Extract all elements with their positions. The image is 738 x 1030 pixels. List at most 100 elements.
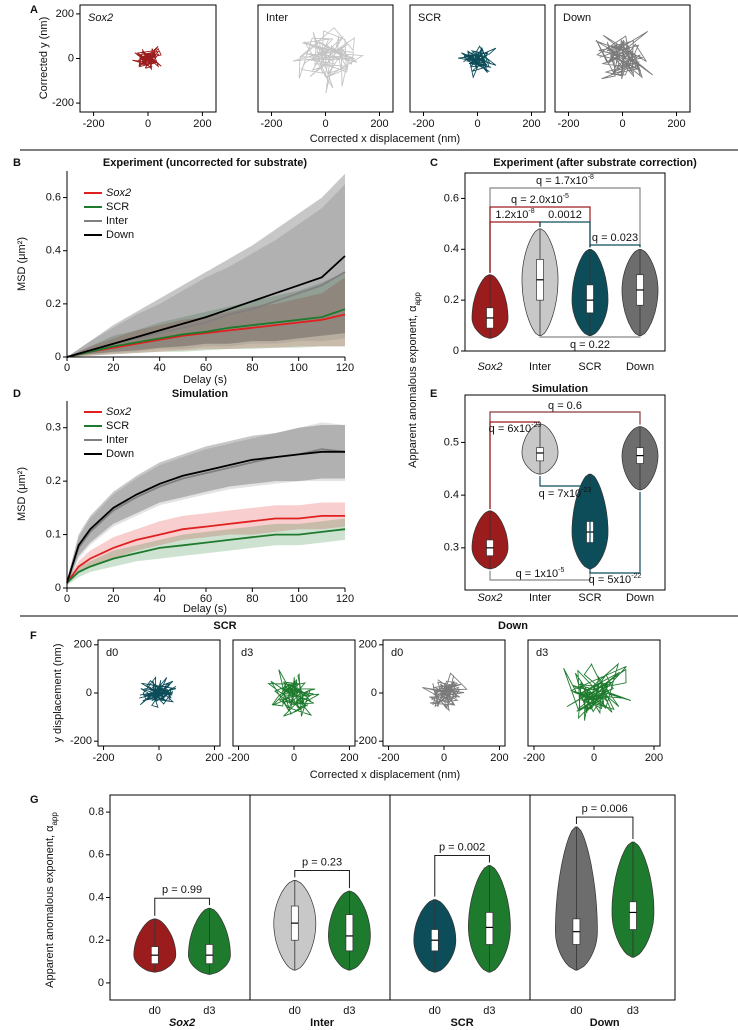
box (586, 284, 594, 314)
legend-label: SCR (106, 420, 129, 432)
chart-title: Simulation (172, 388, 229, 400)
panel-label: SCR (418, 12, 441, 24)
panel-letter: G (30, 794, 39, 806)
annotation: q = 7x10-23 (539, 487, 592, 500)
bracket (589, 244, 641, 248)
x-tick-label: 0 (64, 362, 70, 374)
x-tick-label: 0 (291, 752, 297, 764)
y-tick-label: 0.8 (89, 806, 104, 818)
series-line (66, 450, 345, 583)
x-tick-label: 0 (591, 752, 597, 764)
y-axis-label: Apparent anomalous exponent, αapp (44, 812, 59, 988)
legend-label: Down (106, 448, 134, 460)
annotation: p = 0.006 (582, 803, 628, 815)
y-axis-label-text: y displacement (nm) (52, 643, 64, 742)
trajectory (458, 45, 497, 79)
y-axis-label-text: MSD (μm²) (16, 467, 28, 521)
x-tick-label: d3 (203, 1005, 215, 1017)
x-tick-label: 200 (340, 752, 358, 764)
y-tick-label: 0.4 (46, 245, 61, 257)
annotation: q = 2.0x10-5 (511, 193, 569, 206)
plot-frame (464, 172, 666, 352)
x-tick-label: 200 (370, 118, 388, 130)
y-tick-label: 0.2 (46, 475, 61, 487)
x-tick-label: 200 (205, 752, 223, 764)
y-axis-label-text: Apparent anomalous exponent, α (407, 305, 419, 468)
annotation: p = 0.002 (439, 841, 485, 853)
annotation: q = 1x10-5 (516, 567, 565, 580)
y-axis-label-sub: app (413, 292, 422, 306)
x-tick-label: 40 (154, 362, 166, 374)
x-tick-label: Sox2 (477, 592, 502, 604)
annotation-sup: -22 (631, 573, 641, 580)
x-tick-label: 20 (107, 362, 119, 374)
panel-letter: E (430, 388, 437, 400)
x-axis-label: Corrected x displacement (nm) (310, 133, 460, 145)
annotation-text: q = 0.023 (592, 232, 638, 244)
x-tick-label: 200 (193, 118, 211, 130)
legend-label: Sox2 (106, 406, 131, 418)
y-tick-label: 200 (56, 8, 74, 20)
legend-label: Inter (106, 434, 128, 446)
box (485, 912, 494, 945)
y-tick-label: 0.6 (444, 192, 459, 204)
y-tick-label: 0.5 (444, 436, 459, 448)
annotation-sup: -23 (531, 422, 541, 429)
annotation-text: 1.2x10 (495, 209, 528, 221)
panel-label: Down (563, 12, 591, 24)
annotation: p = 0.23 (302, 856, 342, 868)
series-line (66, 308, 346, 358)
chart-title: Simulation (532, 383, 589, 395)
y-axis-label-text: Apparent anomalous exponent, α (44, 825, 56, 988)
series-line (66, 255, 346, 358)
annotation-text: 0.0012 (548, 209, 582, 221)
x-tick-label: 0 (619, 118, 625, 130)
x-tick-label: 80 (246, 362, 258, 374)
annotation-text: q = 6x10 (489, 423, 532, 435)
panel-letter: D (13, 388, 21, 400)
bracket (539, 476, 591, 571)
series-line (66, 528, 346, 584)
box (536, 447, 544, 462)
x-tick-label: -200 (557, 118, 579, 130)
trajectory (563, 662, 632, 721)
annotation-sup: -5 (558, 567, 564, 574)
y-axis-label: Apparent anomalous exponent, αapp (407, 292, 422, 468)
chart-title: Experiment (after substrate correction) (493, 157, 697, 169)
y-tick-label: 0 (68, 52, 74, 64)
annotation: q = 0.22 (570, 339, 610, 351)
panel-letter: C (430, 157, 438, 169)
panel-letter: B (13, 157, 21, 169)
y-axis-label-sub: app (50, 812, 59, 826)
series-line (66, 313, 346, 358)
x-axis-label: Corrected x displacement (nm) (310, 769, 460, 781)
annotation: 0.0012 (548, 209, 582, 221)
annotation-sup: -23 (581, 487, 591, 494)
x-tick-label: 0 (474, 118, 480, 130)
panel-letter: A (30, 4, 38, 16)
x-axis-label: Delay (s) (183, 374, 227, 386)
annotation: q = 0.6 (548, 400, 582, 412)
y-tick-label: 0.2 (89, 934, 104, 946)
annotation-text: q = 7x10 (539, 488, 582, 500)
chart-title: Experiment (uncorrected for substrate) (103, 157, 307, 169)
x-tick-label: -200 (93, 752, 115, 764)
group-label: Sox2 (169, 1017, 195, 1029)
y-tick-label: 0.3 (444, 542, 459, 554)
annotation: q = 6x10-23 (489, 422, 542, 435)
annotation: 1.2x10-8 (495, 208, 534, 221)
series-line (66, 515, 345, 584)
x-tick-label: 80 (246, 593, 258, 605)
annotation-text: q = 1.7x10 (536, 175, 588, 187)
band (67, 272, 345, 357)
band (67, 502, 345, 586)
y-tick-label: 0.4 (444, 243, 459, 255)
y-axis-label: MSD (μm²) (16, 237, 28, 291)
band (67, 425, 345, 586)
x-tick-label: 60 (200, 593, 212, 605)
x-tick-label: 0 (64, 593, 70, 605)
annotation-sup: -8 (528, 208, 534, 215)
trajectory (139, 676, 177, 708)
x-tick-label: 200 (490, 752, 508, 764)
x-tick-label: Inter (529, 361, 551, 373)
